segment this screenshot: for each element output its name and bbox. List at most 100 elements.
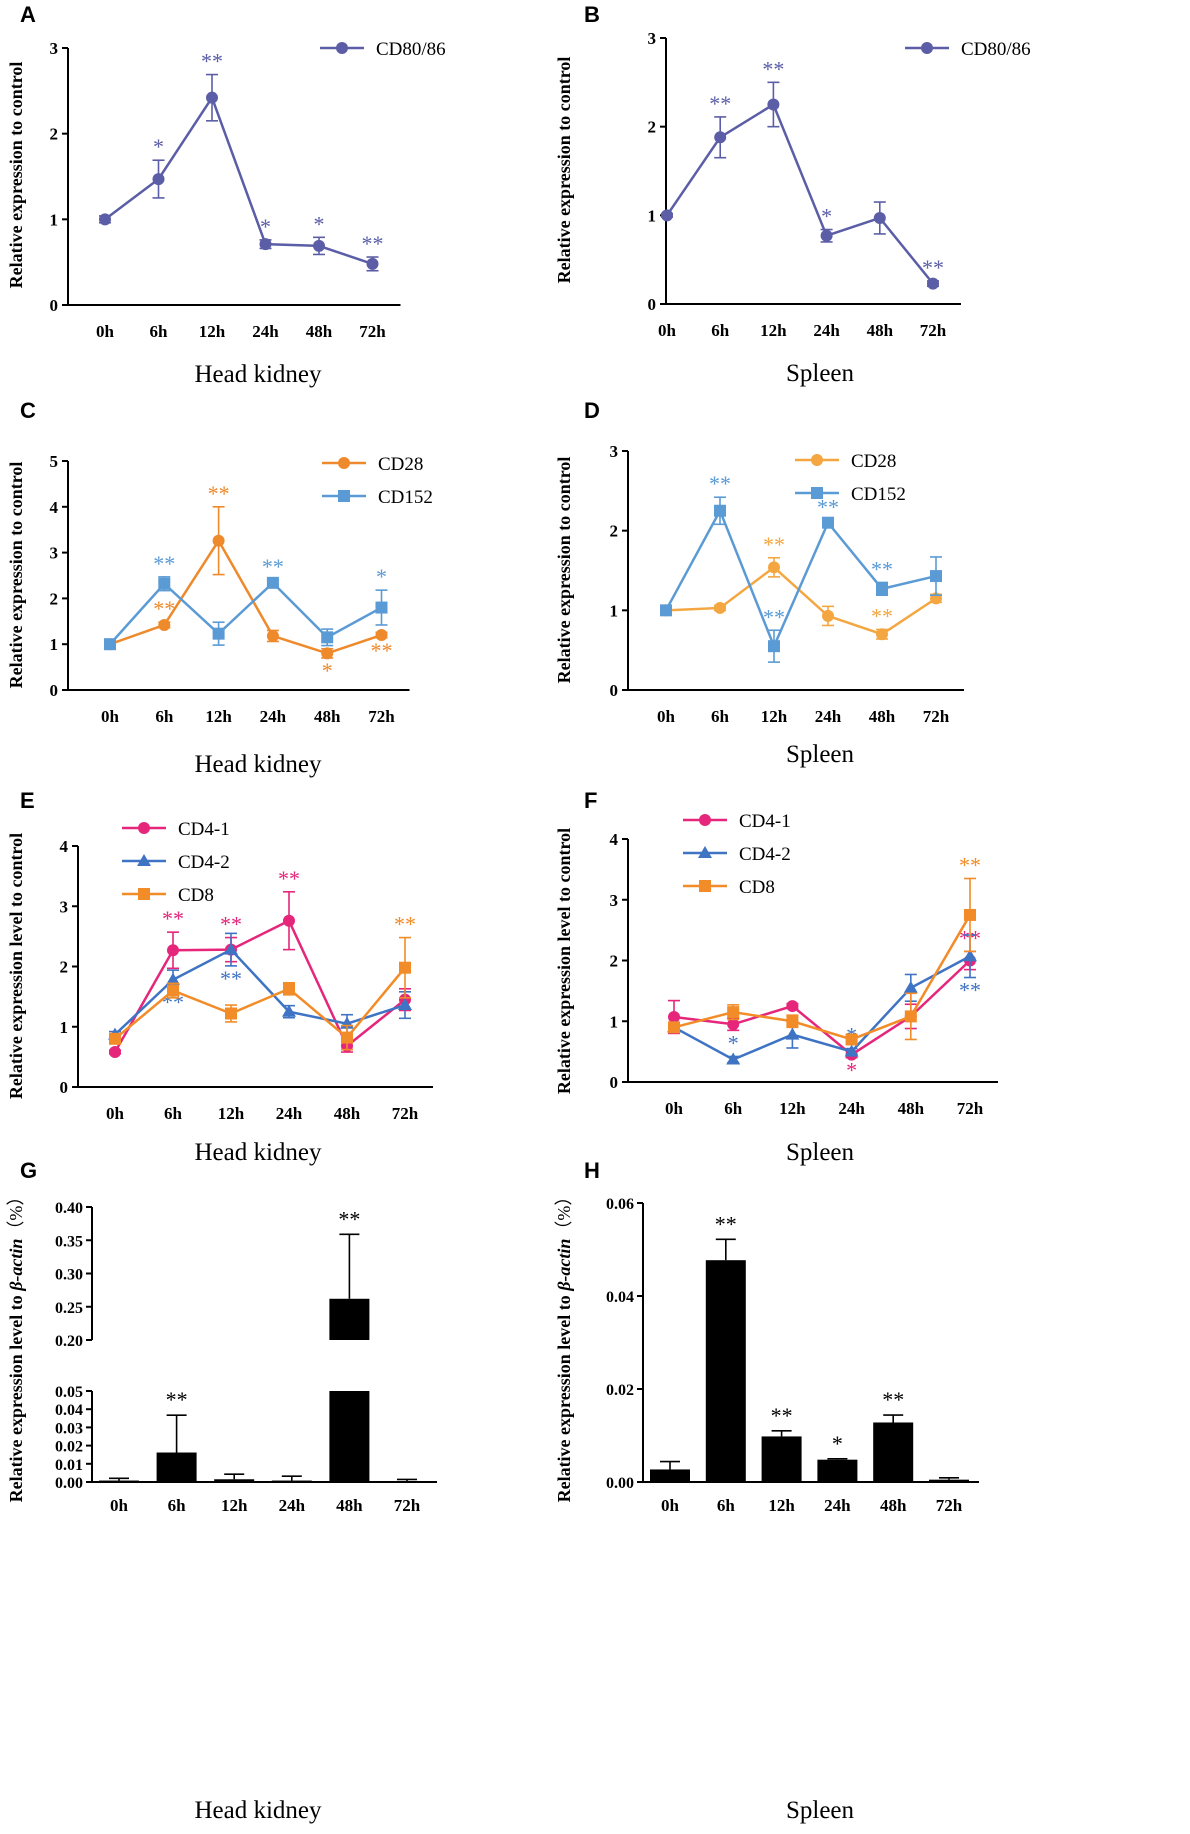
data-point (727, 1018, 740, 1031)
series-cd80-86: ******* (661, 56, 944, 290)
legend-label: CD8 (739, 877, 775, 898)
x-tick-label: 6h (164, 1104, 183, 1123)
bar (705, 1260, 746, 1482)
bar-6h: ** (156, 1387, 197, 1482)
data-point (930, 570, 942, 583)
x-tick-label: 0h (658, 321, 677, 340)
significance-marker: ** (153, 596, 175, 621)
x-tick-label: 48h (867, 321, 894, 340)
data-point (876, 582, 888, 595)
series-line (673, 959, 971, 1057)
series-cd4-2: **** (667, 934, 981, 1065)
y-tick-label: 0.20 (55, 1333, 83, 1350)
x-tick-label: 72h (936, 1496, 963, 1515)
significance-marker: ** (763, 604, 785, 629)
data-point (399, 961, 411, 974)
data-point (321, 631, 334, 644)
bar-upper (329, 1298, 370, 1340)
panel-label: E (20, 788, 35, 813)
x-tick-label: 24h (276, 1104, 303, 1123)
bar (156, 1452, 197, 1482)
y-tick-label: 1 (610, 1012, 619, 1031)
significance-marker: ** (278, 866, 300, 891)
significance-marker: ** (771, 1403, 793, 1428)
x-tick-label: 48h (898, 1099, 925, 1118)
y-tick-label: 0.05 (55, 1384, 83, 1401)
data-point (99, 213, 111, 226)
x-axis-title: Spleen (786, 360, 855, 387)
legend-label: CD4-1 (739, 811, 791, 832)
significance-marker: ** (220, 912, 242, 937)
series-cd8: ** (668, 852, 981, 1046)
legend-label: CD4-2 (178, 852, 230, 873)
data-point (714, 504, 726, 517)
y-axis-title: Relative expression level to β-actin（%） (554, 1188, 574, 1503)
x-tick-label: 12h (205, 707, 232, 726)
panel-b: B 0 1 2 3 0h 6h 12h 24h 48h 72h Spleen Relative expr… (554, 2, 1031, 387)
x-axis-title: Spleen (786, 741, 855, 768)
data-point (398, 998, 412, 1011)
y-tick-label: 3 (610, 442, 619, 461)
significance-marker: ** (871, 556, 893, 581)
panel-d: D 0 1 2 3 0h 6h 12h 24h 48h 72h Spleen Relative expr… (554, 398, 964, 768)
y-tick-label: 5 (50, 452, 59, 471)
x-tick-label: 6h (711, 707, 730, 726)
legend-label: CD80/86 (961, 39, 1031, 60)
legend-label: CD152 (378, 487, 433, 508)
x-tick-label: 12h (768, 1496, 795, 1515)
panel-label: A (20, 2, 36, 27)
significance-marker: ** (762, 56, 784, 81)
legend-label: CD80/86 (376, 39, 446, 60)
x-tick-label: 0h (661, 1496, 680, 1515)
x-tick-label: 12h (779, 1099, 806, 1118)
x-tick-label: 0h (101, 707, 120, 726)
y-tick-label: 2 (50, 589, 59, 608)
bar (873, 1422, 914, 1482)
data-point (225, 1007, 237, 1020)
data-point (341, 1031, 353, 1044)
significance-marker: ** (709, 471, 731, 496)
y-tick-label: 0 (60, 1078, 69, 1097)
series-line (109, 538, 382, 655)
data-point (726, 1052, 741, 1065)
legend-marker (699, 880, 711, 892)
legend-marker (138, 888, 150, 900)
data-point (212, 534, 225, 547)
data-point (104, 638, 116, 651)
data-point (158, 618, 171, 631)
y-axis-title-unit: （%） (554, 1188, 574, 1239)
panel-f: F 0 1 2 3 4 0h 6h 12h 24h 48h 72h Spleen Relative exp… (554, 788, 998, 1166)
data-point (152, 173, 165, 186)
data-point (727, 1006, 740, 1019)
y-axis-title: Relative expression to control (6, 462, 26, 689)
series-cd28: ******* (104, 481, 393, 683)
x-tick-label: 24h (824, 1496, 851, 1515)
panel-label: D (584, 398, 600, 423)
data-point (785, 1027, 800, 1040)
data-point (167, 944, 179, 957)
data-point (224, 942, 238, 955)
significance-marker: * (153, 134, 164, 159)
x-axis-title: Head kidney (194, 1139, 322, 1166)
y-tick-label: 0.25 (55, 1300, 83, 1317)
x-tick-label: 24h (279, 1496, 306, 1515)
y-axis-title: Relative expression level to control (6, 833, 26, 1099)
y-tick-label: 0.04 (606, 1289, 634, 1306)
x-tick-label: 72h (923, 707, 950, 726)
x-tick-label: 0h (110, 1496, 129, 1515)
y-tick-label: 2 (610, 952, 619, 971)
x-tick-label: 6h (168, 1496, 187, 1515)
significance-marker: ** (763, 532, 785, 557)
y-axis-title-gene: β-actin (6, 1239, 26, 1292)
y-tick-label: 1 (50, 635, 59, 654)
series-line (664, 507, 937, 650)
y-axis-title: Relative expression level to control (554, 828, 574, 1094)
bar-24h: * (817, 1431, 858, 1482)
data-point (313, 239, 325, 252)
series-line (104, 94, 373, 266)
data-point (904, 1010, 917, 1023)
data-point (768, 561, 780, 574)
y-tick-label: 4 (610, 830, 619, 849)
significance-marker: * (846, 1058, 857, 1083)
data-point (266, 576, 279, 589)
